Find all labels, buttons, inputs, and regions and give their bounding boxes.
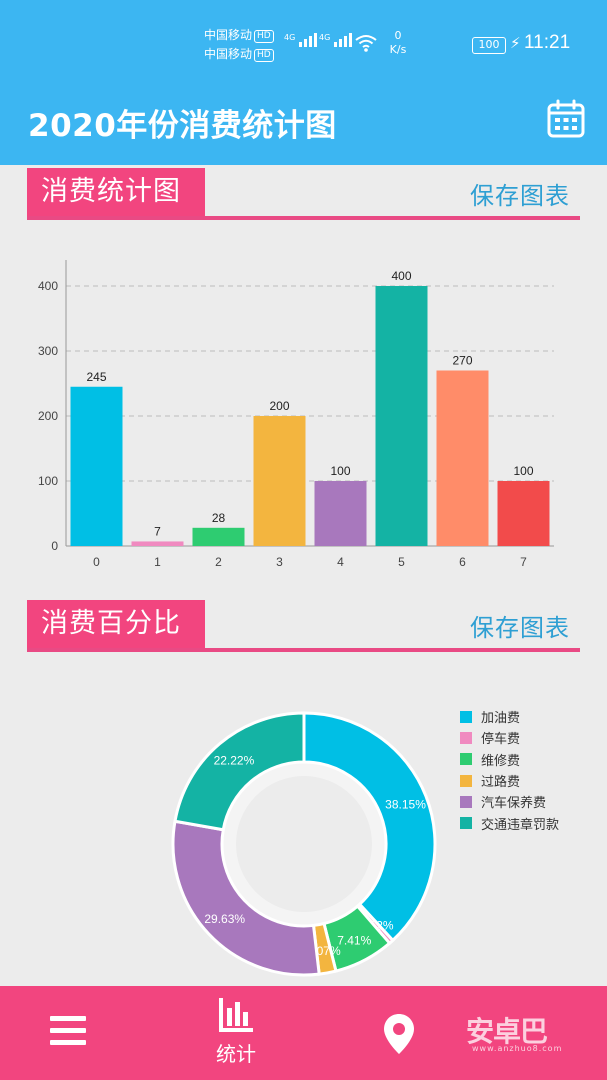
legend-swatch — [460, 817, 472, 830]
legend-label: 汽车保养费 — [481, 796, 547, 812]
bar — [314, 481, 367, 546]
bar-section-header: 消费统计图 保存图表 — [27, 168, 580, 220]
x-tick-label: 5 — [398, 555, 405, 569]
menu-icon[interactable] — [50, 1016, 86, 1050]
legend-item: 交通违章罚款 — [460, 812, 559, 833]
x-tick-label: 2 — [215, 555, 222, 569]
bar-value-label: 270 — [452, 354, 472, 368]
slice-value-label: 22.22% — [214, 753, 255, 767]
donut-inner-ring — [222, 762, 386, 926]
signal-icon: 4G — [319, 33, 353, 47]
wifi-icon — [355, 35, 377, 52]
watermark-logo: 安卓巴 www.anzhuo8.com — [466, 1015, 563, 1053]
bar-chart-icon — [219, 998, 253, 1032]
bar-value-label: 400 — [391, 269, 411, 283]
legend-swatch — [460, 731, 472, 744]
x-tick-label: 6 — [459, 555, 466, 569]
carrier-2-label: 中国移动 — [204, 47, 253, 61]
divider — [27, 648, 580, 652]
pie-legend: 加油费停车费维修费过路费汽车保养费交通违章罚款 — [460, 706, 559, 834]
page-title: 2020年份消费统计图 — [28, 108, 337, 144]
x-tick-label: 4 — [337, 555, 344, 569]
nav-stats-tab[interactable]: 统计 — [206, 996, 266, 1070]
bar-value-label: 200 — [269, 399, 289, 413]
hd-badge: HD — [254, 49, 274, 62]
x-tick-label: 0 — [93, 555, 100, 569]
slice-value-label: 7.41% — [337, 934, 371, 948]
legend-item: 维修费 — [460, 749, 559, 770]
y-tick-label: 200 — [38, 409, 58, 423]
location-pin-icon[interactable] — [381, 1012, 417, 1056]
x-tick-label: 1 — [154, 555, 161, 569]
legend-item: 汽车保养费 — [460, 791, 559, 812]
legend-swatch — [460, 710, 472, 723]
bottom-nav: 统计 安卓巴 www.anzhuo8.com — [0, 986, 607, 1080]
carrier-1-label: 中国移动 — [204, 28, 253, 42]
legend-label: 过路费 — [481, 775, 521, 791]
bar — [253, 416, 306, 546]
y-tick-label: 300 — [38, 344, 58, 358]
bar-value-label: 245 — [86, 370, 106, 384]
slice-value-label: 29.63% — [204, 912, 245, 926]
donut-hole — [237, 777, 371, 911]
signal-icon: 4G — [284, 33, 318, 47]
save-bar-chart-button[interactable]: 保存图表 — [470, 182, 570, 210]
save-pie-chart-button[interactable]: 保存图表 — [470, 614, 570, 642]
divider — [27, 216, 580, 220]
y-tick-label: 100 — [38, 474, 58, 488]
pie-slice — [173, 711, 306, 832]
bar — [436, 370, 489, 546]
status-time: 11:21 — [524, 32, 571, 53]
pie-section-header: 消费百分比 保存图表 — [27, 600, 580, 652]
x-tick-label: 7 — [520, 555, 527, 569]
network-speed: 0 K/s — [389, 29, 407, 56]
bar-value-label: 28 — [212, 511, 226, 525]
pie-slice — [171, 819, 321, 977]
legend-label: 交通违章罚款 — [481, 817, 560, 833]
legend-item: 加油费 — [460, 706, 559, 727]
bar-value-label: 100 — [330, 464, 350, 478]
legend-label: 加油费 — [481, 711, 521, 727]
legend-item: 停车费 — [460, 727, 559, 748]
bar-value-label: 7 — [154, 524, 161, 538]
battery-icon: 100 — [472, 37, 506, 54]
calendar-icon[interactable] — [546, 99, 586, 139]
legend-label: 维修费 — [481, 753, 521, 769]
bar — [192, 527, 245, 546]
legend-label: 停车费 — [481, 732, 521, 748]
donut-chart: 38.15%0.52%7.41%2.07%29.63%22.22% — [171, 711, 437, 977]
app-header: 中国移动 HD 中国移动 HD 4G 4G 0 K/s 100 ⚡ 11:21 20… — [0, 0, 607, 165]
bar — [375, 286, 428, 546]
charging-icon: ⚡ — [510, 34, 521, 52]
pie-slice — [302, 711, 437, 943]
legend-swatch — [460, 795, 472, 808]
legend-swatch — [460, 753, 472, 766]
bar-chart: 0 100 200 300 400 245 0 7 1 28 2 200 3 100 4 400 5 270 6 10… — [38, 260, 554, 569]
carrier-info: 中国移动 HD 中国移动 HD — [204, 26, 274, 64]
legend-swatch — [460, 774, 472, 787]
bar — [497, 481, 550, 546]
nav-stats-label: 统计 — [216, 1042, 256, 1066]
x-tick-label: 3 — [276, 555, 283, 569]
slice-value-label: 38.15% — [385, 797, 426, 811]
status-bar: 中国移动 HD 中国移动 HD 4G 4G 0 K/s 100 ⚡ 11:21 — [0, 22, 607, 68]
pie-section-title: 消费百分比 — [27, 600, 205, 648]
bar-section-title: 消费统计图 — [27, 168, 205, 216]
bar-value-label: 100 — [513, 464, 533, 478]
hd-badge: HD — [254, 30, 274, 43]
bar — [70, 386, 123, 546]
y-tick-label: 400 — [38, 279, 58, 293]
legend-item: 过路费 — [460, 770, 559, 791]
y-tick-label: 0 — [51, 539, 58, 553]
bar — [131, 541, 184, 546]
